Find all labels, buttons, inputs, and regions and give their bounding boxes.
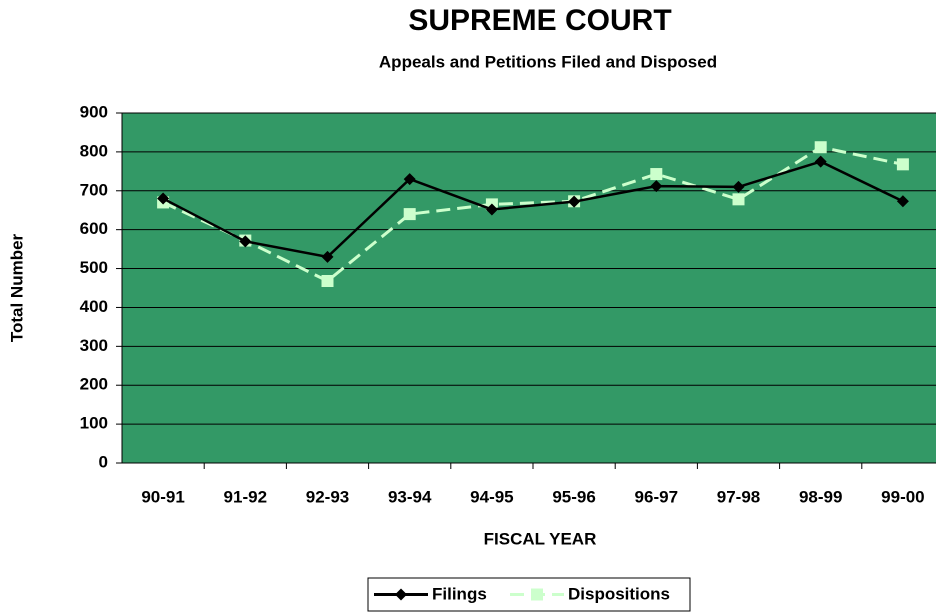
series-line [162, 160, 904, 259]
x-tick-label: 94-95 [470, 487, 513, 506]
y-tick-label: 700 [80, 180, 108, 199]
marker [239, 235, 252, 248]
legend-label: Filings [432, 584, 487, 603]
marker [321, 250, 334, 263]
y-tick-label: 500 [80, 258, 108, 277]
x-tick-label: 97-98 [717, 487, 760, 506]
y-axis-label: Total Number [7, 233, 26, 342]
x-tick-label: 99-00 [881, 487, 924, 506]
y-tick-label: 300 [80, 336, 108, 355]
marker [650, 180, 663, 193]
marker [485, 203, 498, 216]
marker [732, 180, 745, 193]
marker [403, 208, 416, 221]
x-tick-label: 90-91 [141, 487, 184, 506]
marker [531, 588, 543, 601]
marker [157, 192, 170, 205]
marker [896, 158, 909, 171]
y-tick-label: 100 [80, 414, 108, 433]
marker [650, 168, 663, 181]
x-axis-label: FISCAL YEAR [484, 529, 597, 548]
x-tick-label: 98-99 [799, 487, 842, 506]
y-tick-label: 0 [99, 452, 108, 471]
y-tick-label: 600 [80, 219, 108, 238]
x-tick-label: 95-96 [552, 487, 595, 506]
x-tick-label: 96-97 [635, 487, 678, 506]
marker [896, 195, 909, 208]
marker [321, 275, 334, 287]
marker [732, 193, 745, 206]
marker [403, 173, 416, 186]
x-tick-label: 91-92 [224, 487, 267, 506]
marker [814, 141, 827, 154]
y-tick-label: 200 [80, 375, 108, 394]
y-tick-label: 900 [80, 102, 108, 121]
plot-area [122, 113, 936, 463]
marker [814, 155, 827, 168]
x-tick-label: 93-94 [388, 487, 432, 506]
chart-subtitle: Appeals and Petitions Filed and Disposed [379, 52, 717, 71]
y-tick-label: 400 [80, 297, 108, 316]
marker [568, 195, 581, 208]
legend-label: Dispositions [568, 584, 670, 603]
marker [395, 588, 407, 601]
x-tick-label: 92-93 [306, 487, 349, 506]
y-tick-label: 800 [80, 141, 108, 160]
chart-title: SUPREME COURT [408, 4, 671, 37]
